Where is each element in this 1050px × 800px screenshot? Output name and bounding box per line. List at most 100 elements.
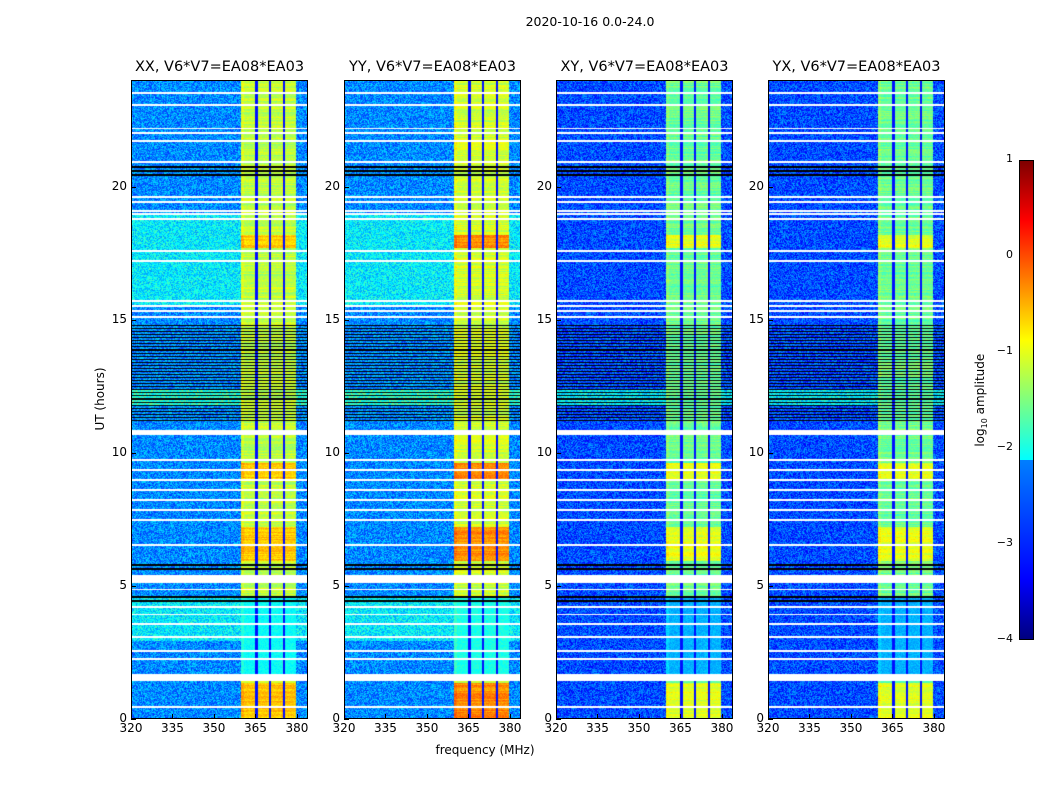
y-axis-label: UT (hours) — [93, 367, 107, 431]
x-tick-label: 335 — [161, 721, 184, 735]
y-tick-label: 20 — [748, 178, 764, 193]
x-tick-mark — [509, 714, 511, 719]
panel-title: YY, V6*V7=EA08*EA03 — [349, 59, 516, 75]
x-tick-mark — [933, 714, 935, 719]
y-tick-mark — [556, 319, 561, 321]
y-tick-label: 0 — [544, 711, 552, 725]
x-tick-mark — [296, 714, 298, 719]
y-tick-mark — [131, 719, 136, 720]
x-axis-label: frequency (MHz) — [435, 743, 535, 757]
y-tick-label: 5 — [756, 577, 764, 592]
y-tick-mark — [768, 319, 773, 321]
y-tick-label: 0 — [119, 711, 127, 725]
y-tick-label: 15 — [748, 311, 764, 326]
spectrogram-panel — [768, 80, 945, 719]
y-tick-mark — [768, 719, 773, 720]
panel-title: XX, V6*V7=EA08*EA03 — [134, 59, 305, 75]
y-tick-mark — [344, 186, 349, 188]
x-tick-label: 320 — [332, 721, 356, 735]
x-tick-label: 365 — [881, 721, 904, 735]
x-tick-mark — [426, 714, 428, 719]
x-tick-mark — [385, 714, 387, 719]
x-tick-mark — [172, 714, 174, 719]
y-tick-label: 0 — [332, 711, 340, 725]
x-tick-mark — [213, 714, 215, 719]
y-tick-label: 15 — [324, 311, 340, 326]
x-tick-mark — [556, 714, 557, 719]
figure-title: 2020-10-16 0.0-24.0 — [525, 14, 655, 29]
heatmap-canvas — [345, 81, 520, 718]
x-tick-label: 380 — [285, 721, 309, 735]
x-tick-label: 320 — [119, 721, 143, 735]
x-tick-label: 320 — [756, 721, 780, 735]
x-tick-mark — [344, 714, 345, 719]
x-tick-label: 335 — [586, 721, 609, 735]
y-tick-label: 5 — [119, 577, 127, 592]
y-tick-mark — [556, 585, 561, 587]
x-tick-label: 320 — [544, 721, 568, 735]
x-tick-mark — [850, 714, 852, 719]
x-tick-label: 350 — [415, 721, 439, 735]
colorbar-tick-label: 1 — [1006, 152, 1013, 165]
y-tick-label: 15 — [111, 311, 127, 326]
y-tick-mark — [556, 719, 561, 720]
colorbar — [1019, 160, 1034, 640]
spectrogram-panel — [131, 80, 308, 719]
x-tick-label: 365 — [457, 721, 480, 735]
x-tick-label: 335 — [798, 721, 821, 735]
x-tick-mark — [131, 714, 132, 719]
spectrogram-panel — [344, 80, 521, 719]
x-tick-mark — [721, 714, 723, 719]
colorbar-tick-label: −2 — [996, 440, 1013, 453]
x-tick-mark — [255, 714, 257, 719]
y-tick-label: 20 — [111, 178, 127, 193]
y-tick-label: 10 — [748, 444, 764, 459]
y-tick-label: 0 — [756, 711, 764, 725]
x-tick-mark — [468, 714, 470, 719]
x-tick-label: 380 — [710, 721, 734, 735]
heatmap-canvas — [132, 81, 307, 718]
y-tick-mark — [344, 719, 349, 720]
y-tick-label: 15 — [536, 311, 552, 326]
y-tick-mark — [768, 186, 773, 188]
x-tick-label: 350 — [627, 721, 651, 735]
x-tick-mark — [768, 714, 769, 719]
x-tick-mark — [597, 714, 599, 719]
y-tick-mark — [768, 585, 773, 587]
y-tick-mark — [768, 452, 773, 454]
x-tick-label: 350 — [839, 721, 863, 735]
y-tick-label: 20 — [536, 178, 552, 193]
x-tick-label: 335 — [374, 721, 397, 735]
x-tick-label: 365 — [669, 721, 692, 735]
y-tick-label: 10 — [536, 444, 552, 459]
colorbar-tick-label: −4 — [996, 632, 1013, 645]
colorbar-tick-label: −3 — [996, 536, 1013, 549]
y-tick-mark — [131, 585, 136, 587]
y-tick-mark — [344, 319, 349, 321]
panel-title: XY, V6*V7=EA08*EA03 — [560, 59, 729, 75]
x-tick-label: 350 — [202, 721, 226, 735]
x-tick-label: 365 — [244, 721, 267, 735]
y-tick-mark — [556, 452, 561, 454]
panel-title: YX, V6*V7=EA08*EA03 — [772, 59, 941, 75]
y-tick-label: 10 — [324, 444, 340, 459]
y-tick-mark — [131, 186, 136, 188]
colorbar-tick-label: 0 — [1006, 248, 1013, 261]
x-tick-mark — [892, 714, 894, 719]
x-tick-label: 380 — [922, 721, 946, 735]
colorbar-tick-label: −1 — [996, 344, 1013, 357]
y-tick-label: 10 — [111, 444, 127, 459]
x-tick-mark — [680, 714, 682, 719]
y-tick-label: 5 — [544, 577, 552, 592]
y-tick-mark — [131, 319, 136, 321]
y-tick-mark — [556, 186, 561, 188]
x-tick-label: 380 — [498, 721, 522, 735]
heatmap-canvas — [557, 81, 732, 718]
y-tick-mark — [344, 585, 349, 587]
y-tick-mark — [131, 452, 136, 454]
x-tick-mark — [809, 714, 811, 719]
y-tick-label: 20 — [324, 178, 340, 193]
colorbar-label: log10 amplitude — [972, 353, 990, 447]
y-tick-mark — [344, 452, 349, 454]
